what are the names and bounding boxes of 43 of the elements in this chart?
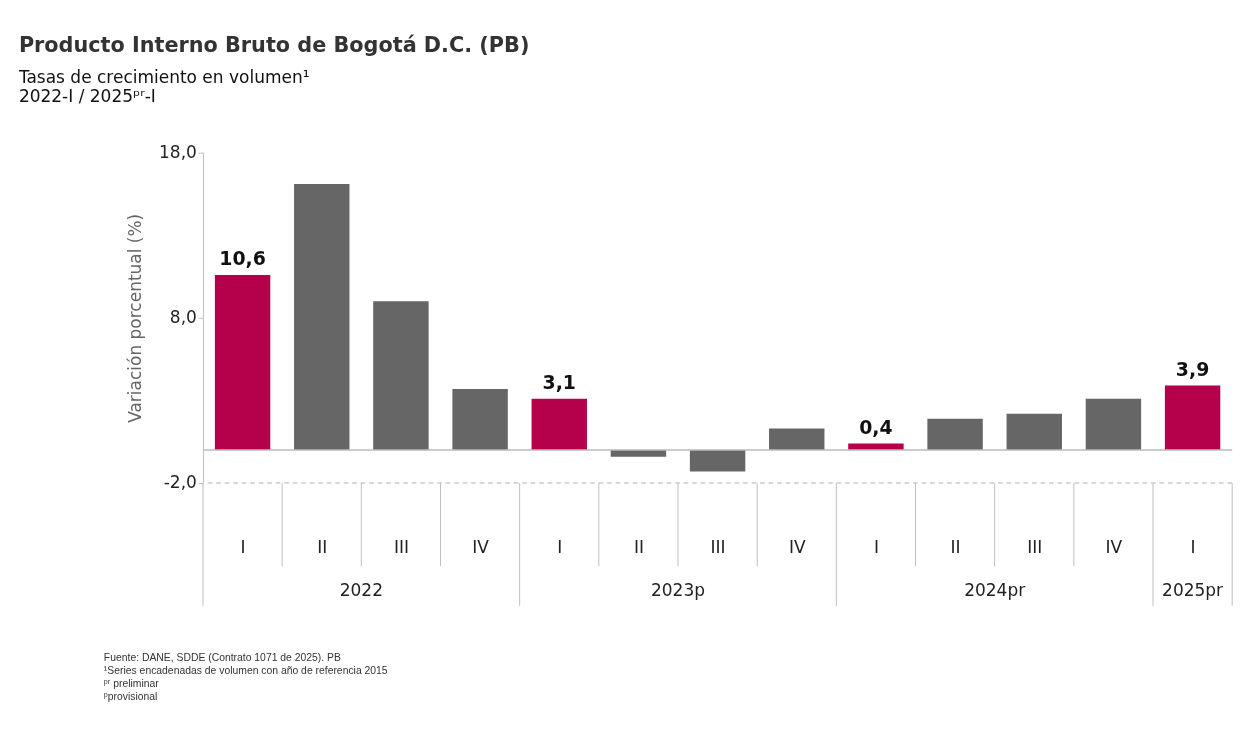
bar bbox=[452, 388, 508, 451]
bar bbox=[927, 418, 983, 451]
x-tick-label: III bbox=[393, 537, 409, 558]
text: 2023p bbox=[651, 580, 706, 601]
bar bbox=[1006, 413, 1062, 451]
text: Tasas de crecimiento en volumen¹ bbox=[18, 66, 310, 87]
x-tick-label: II bbox=[317, 537, 328, 558]
text: 2022 bbox=[339, 580, 383, 601]
x-tick-label: IV bbox=[788, 537, 806, 558]
data-label: 3,9 bbox=[1175, 358, 1210, 381]
y-tick-label: 18,0 bbox=[159, 141, 197, 162]
text: 2025pr bbox=[1162, 580, 1224, 601]
x-tick-label: III bbox=[710, 537, 726, 558]
x-tick-label: I bbox=[873, 537, 879, 558]
text: ¹Series encadenadas de volumen con año de referencia 2015 bbox=[103, 664, 388, 676]
data-label: 3,1 bbox=[542, 371, 576, 394]
chart-title: Producto Interno Bruto de Bogotá D.C. (PB) bbox=[18, 32, 530, 57]
bar bbox=[294, 184, 350, 451]
y-axis-title: Variación porcentual (%) bbox=[125, 213, 146, 423]
x-tick-label: I bbox=[240, 537, 246, 558]
bar bbox=[214, 274, 271, 451]
x-tick-label: II bbox=[950, 537, 961, 558]
x-tick-label: IV bbox=[472, 537, 490, 558]
text: 2024pr bbox=[964, 580, 1026, 601]
bar bbox=[1164, 385, 1221, 451]
x-tick-label: II bbox=[633, 537, 644, 558]
x-tick-label: IV bbox=[1105, 537, 1123, 558]
text: ᵖprovisional bbox=[103, 691, 158, 703]
y-tick-label: -2,0 bbox=[163, 472, 197, 493]
bar bbox=[769, 428, 825, 451]
bar bbox=[373, 301, 429, 451]
data-label: 10,6 bbox=[219, 247, 266, 270]
text: ᵖʳ preliminar bbox=[103, 678, 160, 690]
bar bbox=[1085, 398, 1142, 451]
x-tick-label: I bbox=[1190, 537, 1196, 558]
text: 2022-I / 2025ᵖʳ-I bbox=[18, 85, 156, 106]
source-note: Fuente: DANE, SDDE (Contrato 1071 de 2025). PB bbox=[103, 651, 341, 663]
x-tick-label: III bbox=[1027, 537, 1043, 558]
bar bbox=[531, 398, 587, 451]
bar bbox=[689, 450, 746, 472]
y-tick-label: 8,0 bbox=[169, 307, 197, 328]
data-label: 0,4 bbox=[859, 415, 893, 438]
x-tick-label: I bbox=[557, 537, 563, 558]
